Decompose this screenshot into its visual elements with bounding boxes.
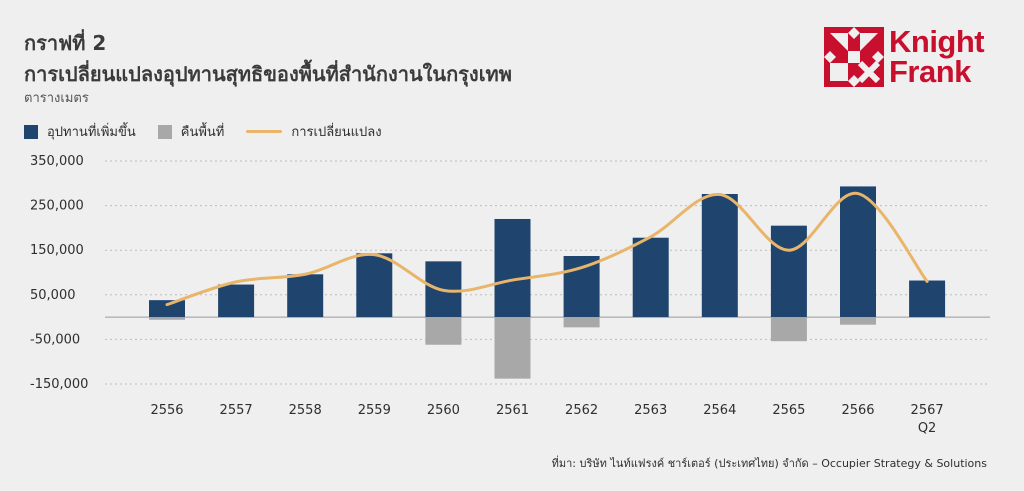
x-tick-label: 2564: [703, 403, 736, 418]
bar-supply: [494, 218, 531, 318]
bar-supply: [909, 280, 946, 318]
x-tick-label: 2558: [289, 403, 322, 418]
bar-withdrawn: [563, 317, 600, 328]
x-tick-label: 2557: [220, 403, 253, 418]
x-tick-sublabel: Q2: [918, 421, 937, 436]
line-change: [165, 192, 929, 307]
x-tick-label: 2556: [150, 403, 183, 418]
bar-supply: [632, 237, 669, 318]
bar-withdrawn: [840, 317, 876, 325]
knight-frank-logo: Knight Frank: [824, 24, 994, 91]
legend-label-withdrawn: คืนพื้นที่: [180, 125, 225, 140]
legend-swatch-withdrawn: [157, 124, 172, 139]
legend-swatch-change: [246, 130, 283, 133]
x-tick-label: 2565: [772, 403, 805, 418]
y-tick-label: -150,000: [30, 377, 88, 392]
x-tick-label: 2562: [565, 403, 598, 418]
legend-item-withdrawn: คืนพื้นที่: [157, 121, 225, 142]
x-tick-label: 2563: [634, 403, 667, 418]
bar-supply: [563, 255, 600, 318]
legend-label-change: การเปลี่ยนแปลง: [291, 125, 382, 140]
bar-supply: [701, 194, 738, 318]
chart-unit: ตารางเมตร: [24, 91, 89, 106]
chart-number: กราฟที่ 2: [24, 31, 107, 55]
bar-withdrawn: [425, 317, 462, 345]
logo-line2: Frank: [889, 54, 971, 89]
bar-supply: [218, 284, 255, 318]
legend-label-supply: อุปทานที่เพิ่มขึ้น: [47, 125, 136, 140]
logo-wordmark: Knight Frank: [889, 24, 985, 89]
y-tick-label: -50,000: [30, 332, 80, 347]
y-tick-label: 150,000: [30, 243, 84, 258]
legend-item-supply: อุปทานที่เพิ่มขึ้น: [24, 121, 136, 142]
legend-item-change: การเปลี่ยนแปลง: [246, 121, 382, 142]
y-tick-label: 350,000: [30, 154, 84, 169]
x-tick-label: 2566: [841, 403, 874, 418]
chart-legend: อุปทานที่เพิ่มขึ้น คืนพื้นที่ การเปลี่ยน…: [24, 121, 404, 142]
x-tick-label: 2561: [496, 403, 529, 418]
bar-withdrawn: [770, 317, 807, 342]
bar-supply: [149, 300, 185, 318]
bar-supply: [356, 253, 393, 318]
source-note: ที่มา: บริษัท ไนท์แฟรงค์ ชาร์เตอร์ (ประเ…: [551, 457, 987, 470]
x-tick-label: 2559: [358, 403, 391, 418]
bar-supply: [287, 274, 324, 318]
bar-supply: [840, 186, 876, 318]
chart-title: การเปลี่ยนแปลงอุปทานสุทธิของพื้นที่สำนัก…: [24, 62, 512, 86]
y-tick-label: 50,000: [30, 288, 76, 303]
x-tick-label: 2567: [911, 403, 944, 418]
bar-supply: [770, 225, 807, 318]
legend-swatch-supply: [24, 124, 38, 139]
logo-line1: Knight: [889, 24, 985, 59]
y-tick-label: 250,000: [30, 199, 84, 214]
chart-header: กราฟที่ 2 การเปลี่ยนแปลงอุปทานสุทธิของพื…: [24, 30, 512, 108]
x-tick-label: 2560: [427, 403, 460, 418]
knight-frank-logo-mark: [824, 27, 884, 87]
bar-withdrawn: [149, 317, 185, 320]
bar-withdrawn: [494, 317, 531, 379]
